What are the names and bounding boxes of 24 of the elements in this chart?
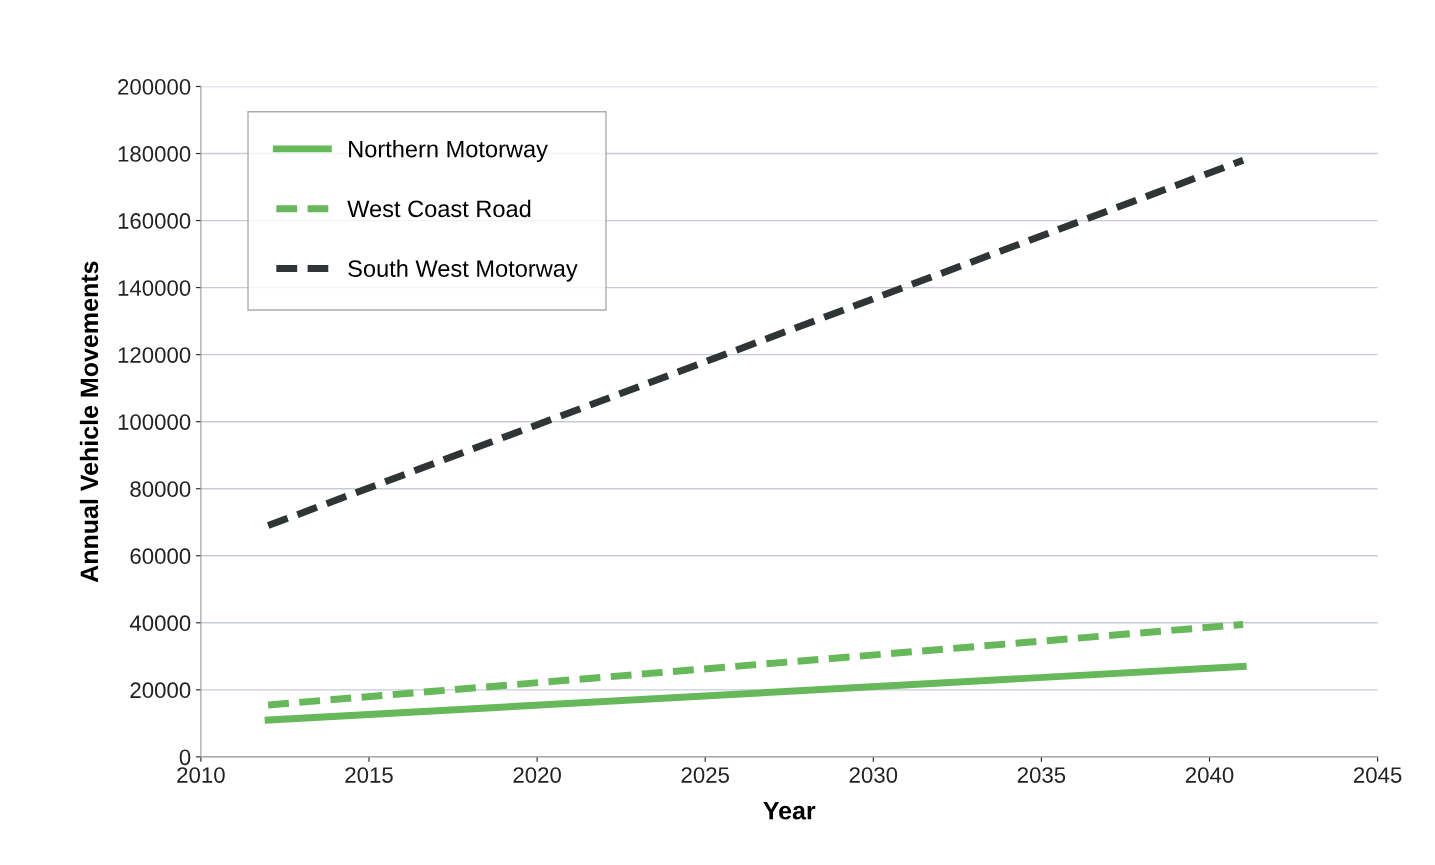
legend-label: West Coast Road [347,199,531,218]
y-tick-label: 100000 [118,414,191,430]
x-tick-label: 2045 [1354,767,1402,783]
x-tick-label: 2015 [345,767,393,783]
y-tick-label: 0 [179,749,191,766]
y-tick-label: 80000 [130,481,191,497]
y-axis-title: Annual Vehicle Movements [79,261,99,583]
x-axis-title: Year [763,802,816,820]
x-tick-label: 2010 [177,767,225,783]
y-tick-label: 200000 [118,79,191,95]
y-tick-label: 60000 [130,548,191,565]
x-tick-label: 2040 [1185,767,1234,783]
x-tick-label: 2025 [681,767,729,783]
y-tick-label: 140000 [118,280,191,296]
x-tick-label: 2020 [513,767,561,783]
y-tick-label: 20000 [130,682,191,699]
x-tick-label: 2030 [849,767,898,783]
y-tick-label: 40000 [129,615,191,632]
y-tick-label: 160000 [118,213,191,229]
x-tick-label: 2035 [1017,767,1066,783]
legend-label: South West Motorway [348,259,578,282]
y-tick-label: 180000 [118,146,191,162]
legend-label: Northern Motorway [349,140,548,163]
y-tick-label: 120000 [118,347,191,363]
